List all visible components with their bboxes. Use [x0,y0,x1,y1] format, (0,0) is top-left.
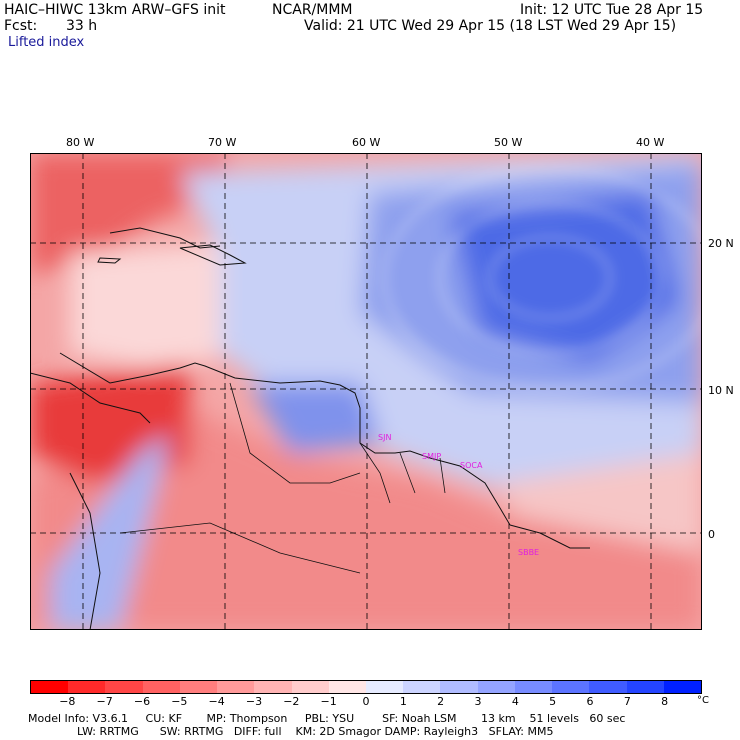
colorbar-swatch [179,681,218,693]
strongest-cool-core [450,193,680,363]
cuba-coast [109,227,221,249]
colorbar-swatch [440,681,478,693]
colorbar-label: 7 [623,695,631,708]
border-guyana-suriname [399,452,416,494]
lifted-index-map: SJN SMJP SOCA SBBE [30,153,702,630]
colorbar-swatch [365,681,404,693]
lat-label-20n: 20 N [708,237,734,250]
colorbar-label: −4 [208,695,225,708]
colorbar-label: −3 [245,695,263,708]
forecast-label: Fcst: [4,18,38,34]
model-info-line-1: Model Info: V3.6.1 CU: KF MP: Thompson P… [28,712,626,725]
colorbar-swatch [142,681,180,693]
init-time: Init: 12 UTC Tue 28 Apr 15 [520,2,704,18]
colorbar-swatch [514,681,553,693]
map-canvas: SJN SMJP SOCA SBBE [30,153,702,630]
lon-label-40w: 40 W [636,136,665,149]
org-label: NCAR/MMM [272,2,353,18]
colorbar-swatch [291,681,329,693]
colorbar-unit: °C [697,695,709,706]
swirl-ring-2 [438,201,662,355]
swirl-ring-1 [488,236,612,320]
lon-label-50w: 50 W [494,136,523,149]
colorbar-label: −1 [320,695,337,708]
colorbar-swatch [31,681,69,693]
colorbar-label: 6 [586,695,594,708]
colorbar [30,680,702,694]
city-label-soca: SOCA [460,461,483,470]
warm-region-south-america [30,383,702,630]
city-label-smjp: SMJP [422,452,441,461]
valid-time: Valid: 21 UTC Wed 29 Apr 15 (18 LST Wed … [304,18,677,34]
lat-label-10n: 10 N [708,384,734,397]
border-colombia-brazil [119,522,361,574]
jamaica-coast [97,257,122,264]
hispaniola-coast [179,244,247,266]
colorbar-label: 3 [474,695,482,708]
colorbar-swatch [589,681,627,693]
colorbar-swatch [626,681,664,693]
colorbar-label: −8 [59,695,76,708]
colorbar-label: 0 [362,695,370,708]
colorbar-swatch [254,681,292,693]
cool-region-venezuela-coast [250,383,380,453]
coastlines [30,227,590,630]
colorbar-label: 5 [549,695,557,708]
model-title: HAIC–HIWC 13km ARW–GFS init [4,2,226,18]
model-info-line-2: LW: RRTMG SW: RRTMG DIFF: full KM: 2D Sm… [28,725,554,738]
colorbar-label: −6 [133,695,151,708]
colorbar-label: −2 [283,695,300,708]
colorbar-swatch [217,681,255,693]
colorbar-swatch [105,681,143,693]
border-suriname-french-guiana [439,457,446,494]
lon-label-80w: 80 W [66,136,95,149]
border-colombia-venezuela [229,382,361,484]
colorbar-swatch [477,681,515,693]
cool-band-andes [50,433,170,630]
lat-lon-grid [30,153,702,630]
strong-warm-region-central-america [30,363,190,483]
south-america-north-coast [59,352,511,526]
colorbar-label: 1 [399,695,407,708]
central-america-coast [30,372,151,424]
colorbar-swatch [403,681,441,693]
amazon-delta-coast [509,524,590,549]
map-frame [30,153,702,630]
lon-label-60w: 60 W [352,136,381,149]
colorbar-label: 4 [511,695,519,708]
field-shading [30,153,702,630]
lon-label-70w: 70 W [208,136,237,149]
colorbar-swatch [68,681,106,693]
city-label-sjn: SJN [378,433,391,442]
pacific-coast [69,472,101,630]
city-label-sbbe: SBBE [518,548,539,557]
forecast-hour: 33 h [66,18,98,34]
colorbar-swatch [663,681,701,693]
cloud-swirl [383,166,702,390]
light-region-caribbean [70,243,230,373]
field-name: Lifted index [8,35,85,50]
colorbar-label: −7 [96,695,113,708]
colorbar-label: 2 [437,695,445,708]
swirl-ring-3 [383,166,702,390]
lat-label-0: 0 [708,528,715,541]
colorbar-swatch [552,681,590,693]
colorbar-swatch [328,681,366,693]
colorbar-label: 8 [661,695,669,708]
colorbar-label: −5 [171,695,188,708]
